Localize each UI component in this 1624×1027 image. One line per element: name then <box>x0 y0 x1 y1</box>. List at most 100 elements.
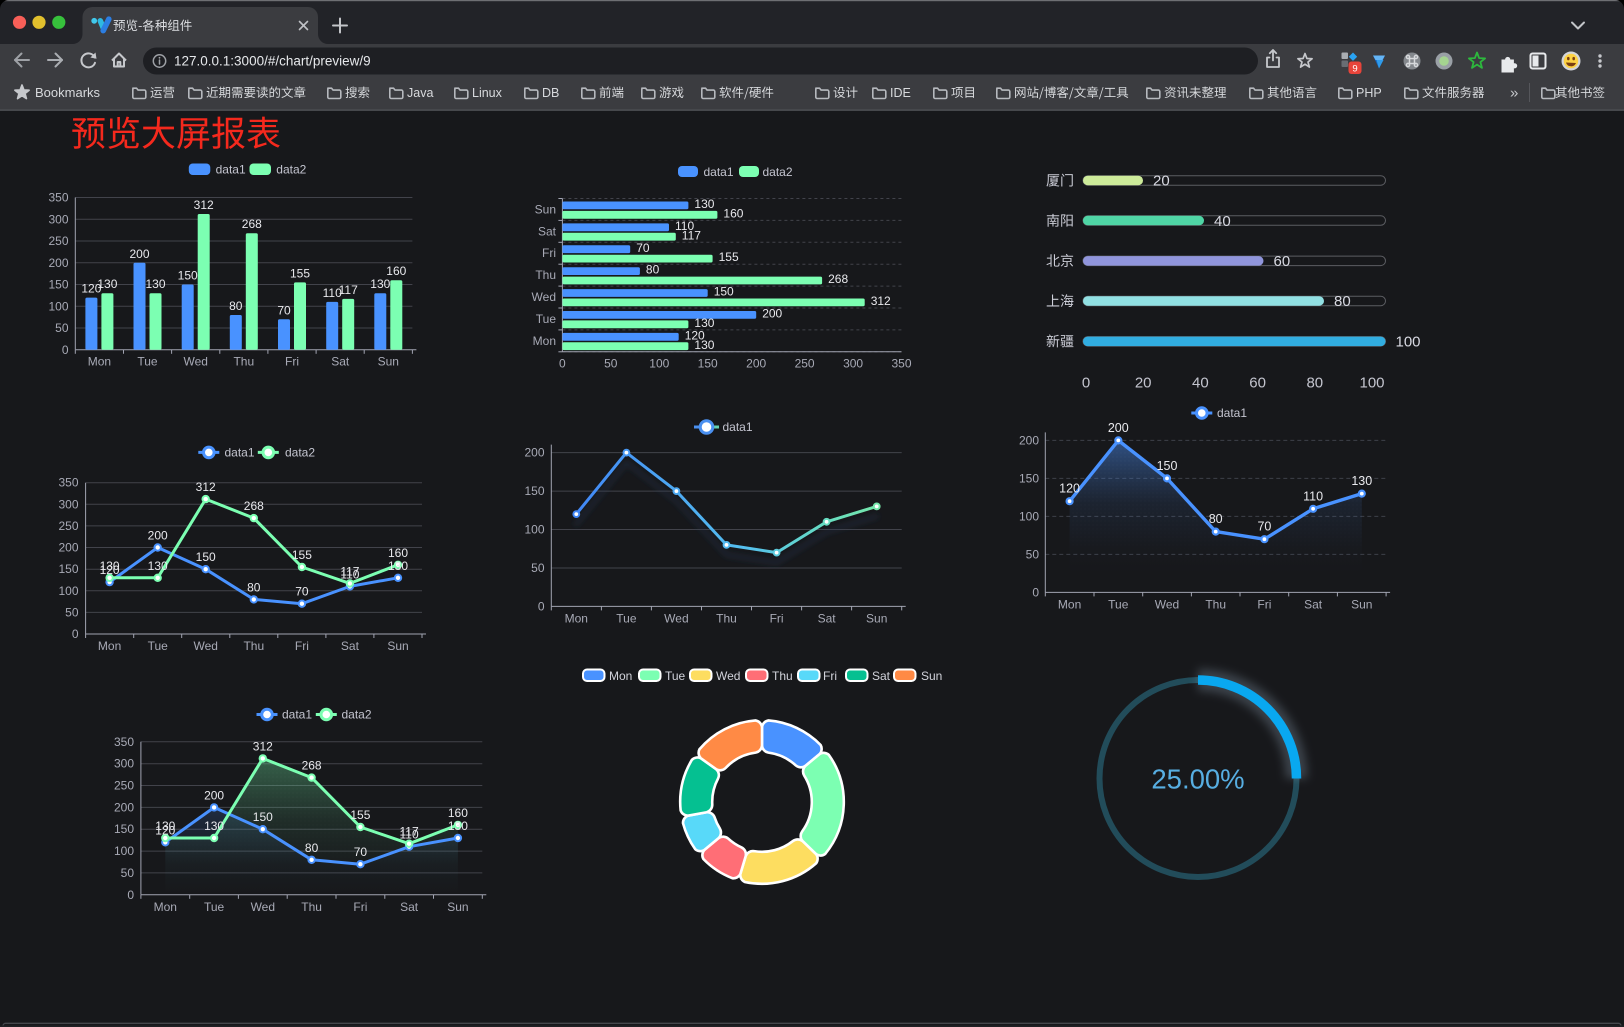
svg-text:IDE: IDE <box>890 86 911 100</box>
svg-text:110: 110 <box>1303 489 1323 503</box>
svg-text:Mon: Mon <box>98 639 121 653</box>
svg-text:Fri: Fri <box>295 639 309 653</box>
svg-text:150: 150 <box>48 278 68 292</box>
svg-text:130: 130 <box>155 819 175 833</box>
svg-text:Tue: Tue <box>204 900 225 914</box>
svg-text:200: 200 <box>762 307 782 321</box>
svg-text:130: 130 <box>100 559 120 573</box>
svg-text:120: 120 <box>685 328 705 342</box>
svg-text:130: 130 <box>97 277 117 291</box>
svg-text:Sat: Sat <box>872 669 891 683</box>
svg-text:350: 350 <box>58 476 78 490</box>
svg-text:50: 50 <box>1026 547 1040 561</box>
svg-text:70: 70 <box>295 585 309 599</box>
svg-text:80: 80 <box>229 299 243 313</box>
svg-text:160: 160 <box>448 806 468 820</box>
svg-text:data2: data2 <box>342 708 372 722</box>
svg-text:80: 80 <box>1306 375 1323 392</box>
svg-text:0: 0 <box>62 343 69 357</box>
svg-text:155: 155 <box>292 548 312 562</box>
svg-text:Sun: Sun <box>1351 598 1372 612</box>
svg-text:150: 150 <box>698 357 718 371</box>
svg-text:Sat: Sat <box>818 612 837 626</box>
svg-text:Thu: Thu <box>243 639 264 653</box>
svg-text:250: 250 <box>795 357 815 371</box>
svg-text:50: 50 <box>121 866 135 880</box>
svg-text:Mon: Mon <box>609 669 632 683</box>
svg-text:110: 110 <box>675 219 694 233</box>
svg-text:Thu: Thu <box>301 900 322 914</box>
svg-text:150: 150 <box>114 822 134 836</box>
svg-text:130: 130 <box>388 559 408 573</box>
svg-text:268: 268 <box>828 272 848 286</box>
svg-text:130: 130 <box>370 277 390 291</box>
svg-text:0: 0 <box>127 888 134 902</box>
svg-text:Fri: Fri <box>285 354 299 368</box>
svg-text:150: 150 <box>714 285 734 299</box>
svg-text:300: 300 <box>114 757 134 771</box>
svg-text:110: 110 <box>323 286 342 300</box>
svg-text:Thu: Thu <box>772 669 793 683</box>
svg-text:0: 0 <box>559 357 566 371</box>
svg-text:150: 150 <box>196 550 216 564</box>
svg-text:Fri: Fri <box>770 612 784 626</box>
svg-text:200: 200 <box>524 446 544 460</box>
svg-text:9: 9 <box>1352 64 1357 75</box>
svg-text:Thu: Thu <box>1205 598 1226 612</box>
svg-text:Sat: Sat <box>331 354 350 368</box>
svg-text:50: 50 <box>531 561 545 575</box>
svg-text:Wed: Wed <box>193 639 217 653</box>
svg-text:0: 0 <box>538 599 545 613</box>
svg-text:350: 350 <box>48 191 68 205</box>
svg-text:100: 100 <box>649 357 669 371</box>
svg-text:Sat: Sat <box>341 639 360 653</box>
svg-text:160: 160 <box>388 546 408 560</box>
svg-text:Wed: Wed <box>183 354 207 368</box>
svg-text:data1: data1 <box>723 420 753 434</box>
svg-text:20: 20 <box>1135 375 1152 392</box>
svg-text:50: 50 <box>55 321 69 335</box>
svg-text:350: 350 <box>114 735 134 749</box>
svg-text:0: 0 <box>1082 375 1090 392</box>
svg-text:130: 130 <box>204 819 224 833</box>
svg-text:Wed: Wed <box>251 900 275 914</box>
svg-text:130: 130 <box>145 277 165 291</box>
svg-text:120: 120 <box>155 823 175 837</box>
svg-text:268: 268 <box>242 217 262 231</box>
svg-text:50: 50 <box>604 357 618 371</box>
svg-text:60: 60 <box>1274 253 1291 270</box>
svg-text:Sun: Sun <box>447 900 468 914</box>
svg-text:Bookmarks: Bookmarks <box>35 85 101 100</box>
svg-text:200: 200 <box>48 256 68 270</box>
svg-text:Mon: Mon <box>88 354 111 368</box>
svg-text:Tue: Tue <box>536 312 557 326</box>
svg-text:Tue: Tue <box>137 354 158 368</box>
svg-text:»: » <box>1510 85 1518 102</box>
svg-text:data2: data2 <box>276 163 306 177</box>
svg-text:70: 70 <box>277 303 291 317</box>
svg-text:60: 60 <box>1249 375 1266 392</box>
svg-text:20: 20 <box>1153 173 1170 190</box>
svg-text:312: 312 <box>194 198 214 212</box>
svg-text:250: 250 <box>48 234 68 248</box>
svg-text:70: 70 <box>1257 520 1271 534</box>
svg-text:80: 80 <box>247 580 261 594</box>
svg-text:268: 268 <box>302 759 322 773</box>
svg-text:data1: data1 <box>225 446 255 460</box>
svg-text:Mon: Mon <box>533 334 556 348</box>
svg-text:Thu: Thu <box>716 612 737 626</box>
svg-text:Sun: Sun <box>387 639 408 653</box>
svg-text:200: 200 <box>1108 421 1129 435</box>
svg-text:155: 155 <box>719 250 739 264</box>
svg-text:Thu: Thu <box>535 268 556 282</box>
svg-text:130: 130 <box>148 559 168 573</box>
svg-text:120: 120 <box>1059 482 1080 496</box>
svg-text:data1: data1 <box>282 708 312 722</box>
svg-text:Tue: Tue <box>1108 598 1129 612</box>
svg-text:160: 160 <box>386 264 406 278</box>
svg-text:80: 80 <box>1334 293 1351 310</box>
svg-text:Sat: Sat <box>538 224 557 238</box>
svg-text:127.0.0.1:3000/#/chart/preview: 127.0.0.1:3000/#/chart/preview/9 <box>174 54 371 69</box>
svg-text:Thu: Thu <box>233 354 254 368</box>
svg-text:0: 0 <box>1032 585 1039 599</box>
